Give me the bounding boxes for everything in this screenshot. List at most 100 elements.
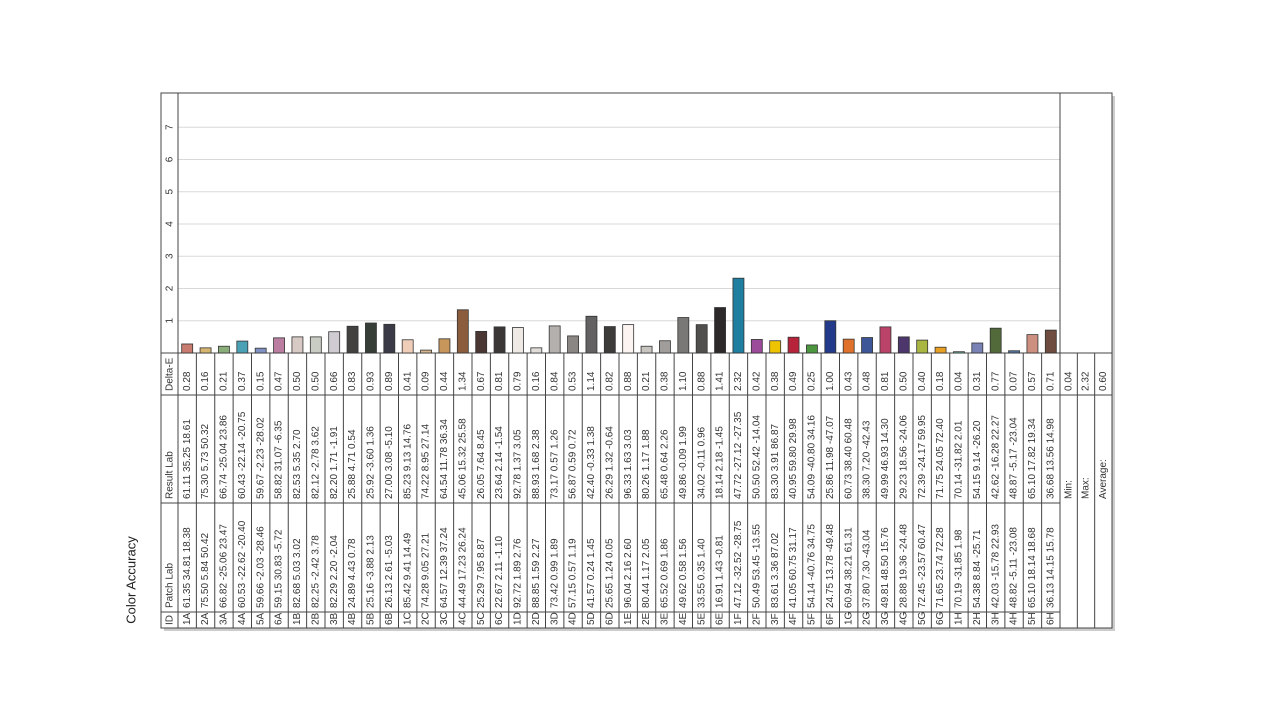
bar	[1008, 350, 1020, 354]
delta-e: 0.93	[366, 371, 377, 391]
summary-value: 0.60	[1098, 371, 1109, 391]
bar	[1026, 334, 1039, 354]
result-lab: 60.43 -22.14 -20.75	[237, 411, 248, 499]
patch-lab: 59.66 -2.03 -28.46	[255, 526, 266, 608]
patch-id: 5G	[917, 611, 928, 625]
patch-lab: 22.67 2.11 -1.10	[494, 535, 505, 608]
bar	[512, 327, 524, 354]
delta-e: 0.67	[476, 371, 487, 391]
result-lab: 70.14 -31.82 2.01	[954, 420, 965, 499]
delta-e: 1.41	[715, 371, 726, 391]
delta-e: 0.66	[329, 371, 340, 391]
patch-id: 2A	[200, 612, 211, 625]
patch-lab: 83.61 3.36 87.02	[770, 532, 781, 608]
patch-id: 2F	[751, 613, 762, 625]
patch-id: 4H	[1009, 612, 1020, 625]
bar	[916, 339, 929, 354]
delta-e: 0.81	[880, 371, 891, 391]
summary-label: Max:	[1081, 477, 1092, 499]
bar	[769, 340, 782, 354]
patch-lab: 48.82 -5.11 -23.08	[1009, 527, 1020, 608]
delta-e: 0.53	[568, 371, 579, 391]
result-lab: 58.82 31.07 -6.35	[274, 420, 285, 499]
bar	[567, 335, 579, 354]
bar	[1044, 329, 1057, 354]
patch-lab: 82.25 -2.42 3.78	[310, 535, 321, 608]
summary-label: Min:	[1063, 480, 1074, 499]
patch-lab: 44.49 17.23 26.24	[457, 527, 468, 608]
patch-id: 4A	[237, 612, 248, 625]
row-header: ID	[165, 615, 176, 625]
result-lab: 74.22 8.95 27.14	[421, 423, 432, 499]
y-tick-label: 4	[165, 221, 176, 227]
patch-lab: 41.05 60.75 31.17	[788, 527, 799, 608]
bar	[420, 349, 432, 354]
bar	[695, 324, 708, 354]
result-lab: 59.67 -2.23 -28.02	[255, 417, 266, 499]
patch-id: 6A	[274, 612, 285, 625]
bar	[732, 277, 745, 354]
result-lab: 36.68 13.56 14.98	[1045, 418, 1056, 499]
delta-e: 0.47	[274, 371, 285, 391]
result-lab: 25.88 4.71 0.54	[347, 429, 358, 499]
patch-id: 6H	[1045, 612, 1056, 625]
result-lab: 82.20 1.71 -1.91	[329, 426, 340, 499]
delta-e: 1.34	[457, 371, 468, 391]
patch-lab: 25.16 -3.88 2.13	[366, 535, 377, 608]
y-tick-label: 7	[165, 124, 176, 130]
delta-e: 0.15	[255, 371, 266, 391]
result-lab: 38.30 7.20 -42.43	[862, 420, 873, 499]
patch-id: 5H	[1027, 612, 1038, 625]
patch-lab: 33.55 0.35 1.40	[696, 538, 707, 608]
patch-lab: 64.57 12.39 37.24	[439, 527, 450, 608]
bar	[824, 320, 837, 354]
bar	[309, 336, 322, 354]
patch-id: 1B	[292, 612, 303, 625]
bar	[953, 351, 965, 354]
bar	[291, 336, 304, 354]
result-lab: 42.62 -16.28 22.27	[990, 415, 1001, 499]
patch-id: 5D	[586, 612, 597, 625]
patch-id: 2D	[531, 612, 542, 625]
delta-e: 0.50	[898, 371, 909, 391]
delta-e: 0.28	[182, 371, 193, 391]
patch-lab: 66.82 -25.06 23.47	[219, 524, 230, 608]
patch-lab: 75.50 5.84 50.42	[200, 532, 211, 608]
delta-e: 0.38	[660, 371, 671, 391]
patch-lab: 72.45 -23.57 60.47	[917, 524, 928, 608]
bar	[365, 322, 377, 354]
patch-id: 1H	[954, 612, 965, 625]
delta-e: 0.16	[531, 371, 542, 391]
bar	[750, 339, 763, 354]
result-lab: 82.53 5.35 2.70	[292, 429, 303, 499]
patch-id: 2E	[641, 612, 652, 625]
y-tick-label: 3	[165, 253, 176, 259]
patch-id: 5E	[696, 612, 707, 625]
delta-e: 0.43	[843, 371, 854, 391]
patch-id: 1C	[402, 612, 413, 625]
patch-lab: 54.14 -40.76 34.75	[807, 524, 818, 608]
patch-lab: 65.52 0.69 1.86	[660, 538, 671, 608]
patch-id: 3C	[439, 612, 450, 625]
patch-id: 6G	[935, 611, 946, 625]
patch-lab: 41.57 0.24 1.45	[586, 538, 597, 608]
delta-e: 0.50	[292, 371, 303, 391]
result-lab: 40.95 59.80 29.98	[788, 418, 799, 499]
patch-id: 3D	[549, 612, 560, 625]
result-lab: 25.92 -3.60 1.36	[366, 426, 377, 499]
delta-e: 0.40	[917, 371, 928, 391]
bar	[934, 346, 947, 354]
patch-id: 3A	[219, 612, 230, 625]
patch-lab: 49.62 0.58 1.56	[678, 538, 689, 608]
patch-lab: 92.72 1.89 2.76	[513, 538, 524, 608]
bar	[861, 337, 873, 354]
result-lab: 45.06 15.32 25.58	[457, 418, 468, 499]
delta-e: 0.49	[788, 371, 799, 391]
summary-value: 2.32	[1081, 371, 1092, 391]
delta-e: 1.00	[825, 371, 836, 391]
delta-e: 0.41	[402, 371, 413, 391]
result-lab: 83.30 3.91 86.87	[770, 423, 781, 499]
bar	[438, 338, 451, 354]
result-lab: 85.23 9.13 14.76	[402, 423, 413, 499]
delta-e: 0.84	[549, 371, 560, 391]
